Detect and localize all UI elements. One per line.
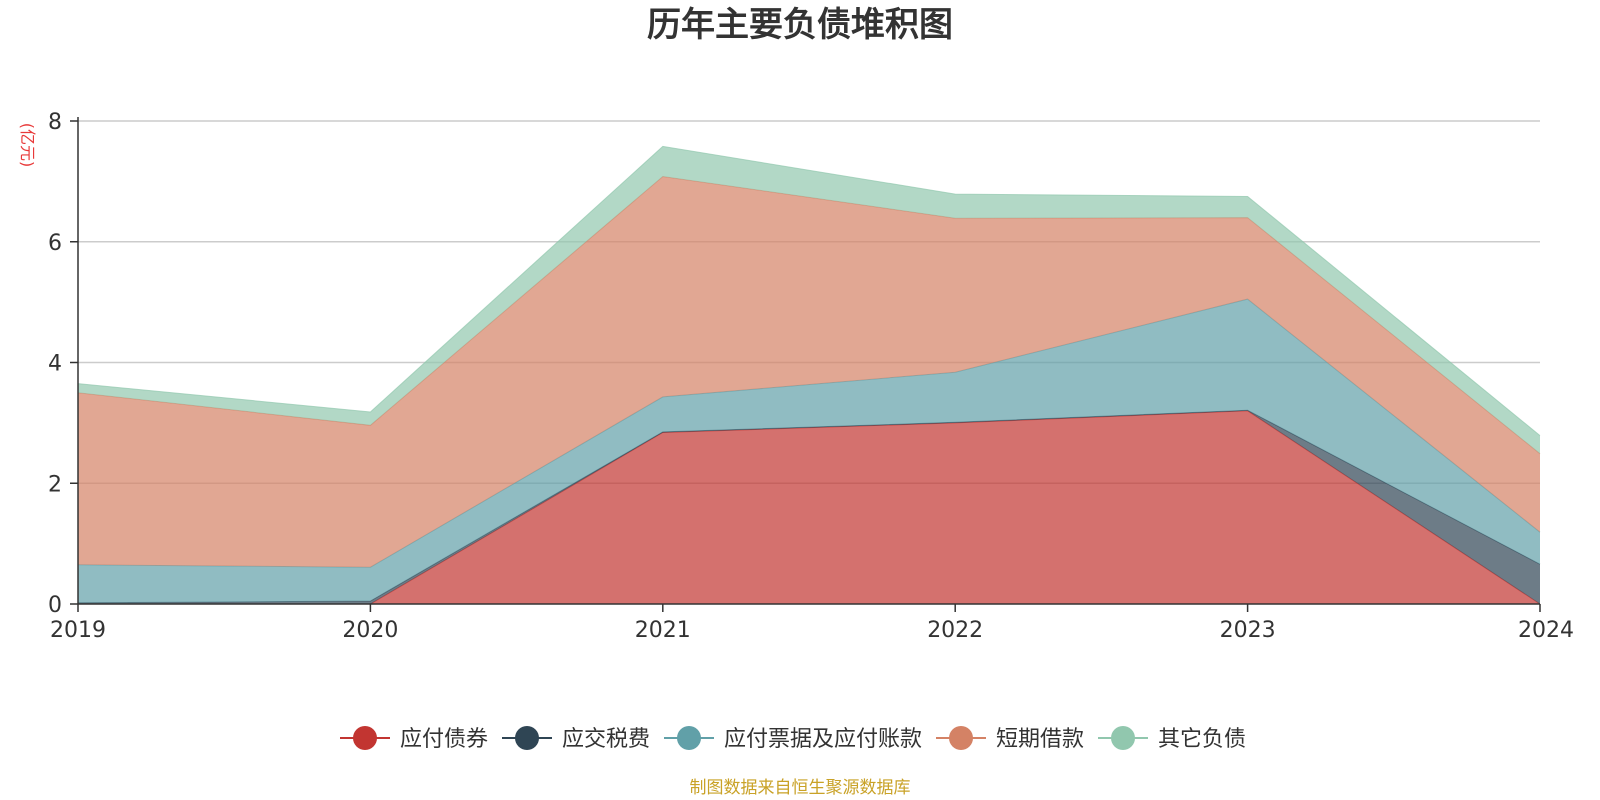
area-series-line-4 [77,145,1541,436]
area-series-2 [78,299,1540,603]
y-tick-label: 4 [48,352,62,377]
y-axis-unit: (亿元) [18,123,37,168]
legend-item-4[interactable]: 其它负债 [1098,726,1246,752]
legend-item-3[interactable]: 短期借款 [936,726,1084,752]
area-series-layer [77,145,1541,605]
legend-circle-icon [353,726,377,750]
y-tick-label: 8 [48,110,62,135]
legend-label: 应付票据及应付账款 [724,727,922,752]
legend-item-1[interactable]: 应交税费 [502,726,650,752]
y-tick-label: 2 [48,472,62,497]
source-note: 制图数据来自恒生聚源数据库 [690,778,911,798]
legend-label: 应交税费 [562,727,650,752]
legend[interactable]: 应付债券 应交税费 应付票据及应付账款 短期借款 其它负债 [340,726,1246,752]
x-tick-label: 2021 [635,618,691,643]
area-series-3 [78,176,1540,568]
y-tick-label: 0 [48,593,62,618]
x-tick-label: 2023 [1220,618,1276,643]
legend-circle-icon [677,726,701,750]
legend-circle-icon [515,726,539,750]
x-tick-label: 2022 [927,618,983,643]
legend-label: 应付债券 [400,727,488,752]
legend-circle-icon [1111,726,1135,750]
legend-circle-icon [949,726,973,750]
legend-item-0[interactable]: 应付债券 [340,726,488,752]
axes: 0 2 4 6 8 2019 2020 2021 2022 2023 2024 [48,110,1574,643]
chart-title: 历年主要负债堆积图 [647,5,953,45]
legend-item-2[interactable]: 应付票据及应付账款 [664,726,922,752]
legend-label: 短期借款 [996,727,1084,752]
x-tick-label: 2024 [1518,618,1574,643]
area-series-0 [78,410,1540,604]
x-tick-label: 2020 [342,618,398,643]
x-tick-label: 2019 [50,618,106,643]
y-tick-label: 6 [48,231,62,256]
legend-label: 其它负债 [1158,727,1246,752]
